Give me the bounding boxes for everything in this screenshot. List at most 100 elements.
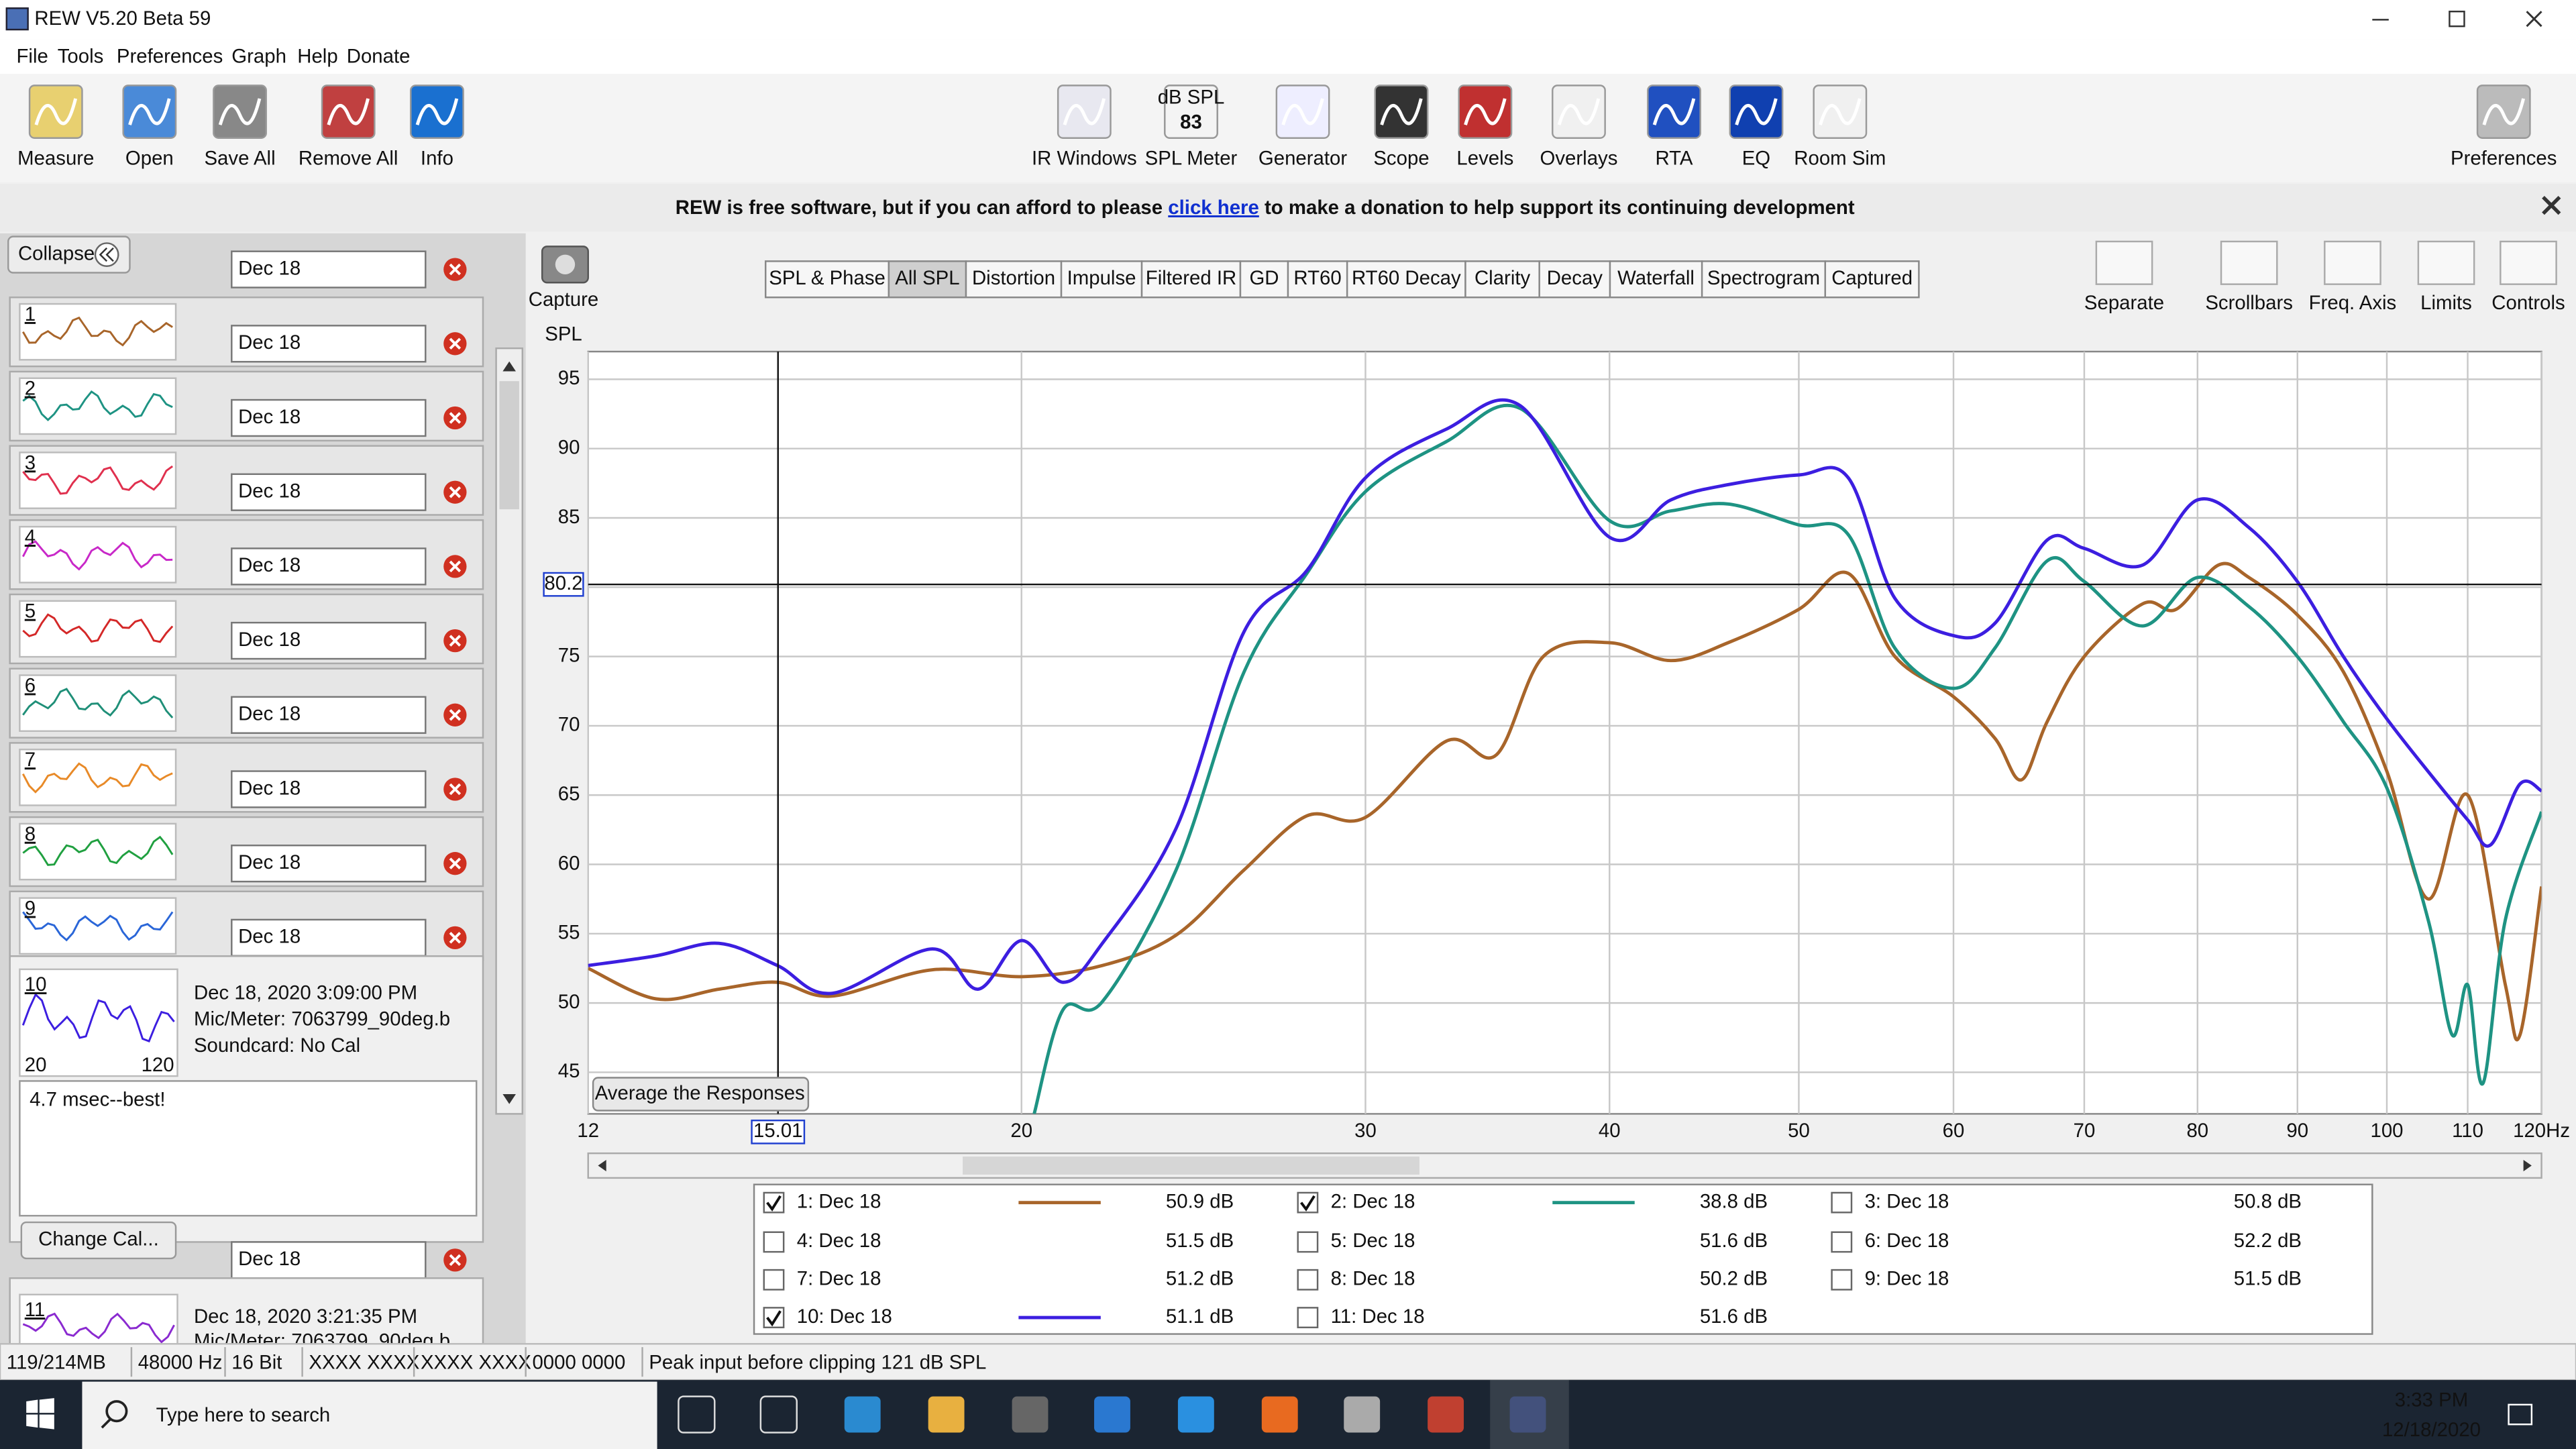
measurement-number: 2: [25, 378, 36, 400]
name-field[interactable]: [231, 398, 427, 437]
name-field[interactable]: [231, 547, 427, 586]
graph-tab[interactable]: All SPL: [888, 260, 967, 299]
graph-tab[interactable]: Spectrogram: [1701, 260, 1827, 299]
menu-item[interactable]: File: [16, 45, 48, 67]
delete-x: [449, 337, 462, 350]
toolbar-button[interactable]: Levels: [1456, 85, 1513, 169]
search-box[interactable]: [82, 1381, 657, 1449]
name-field[interactable]: [231, 770, 427, 808]
graph-tab[interactable]: Filtered IR: [1140, 260, 1242, 299]
legend-entry[interactable]: 6: Dec 18 52.2 dB: [1831, 1230, 2302, 1253]
graph-tab[interactable]: Impulse: [1060, 260, 1143, 299]
taskbar-app[interactable]: [844, 1396, 881, 1433]
average-button[interactable]: Average the Responses: [592, 1077, 810, 1112]
taskbar-app[interactable]: [1012, 1396, 1049, 1433]
toolbar-button[interactable]: RTA: [1647, 85, 1701, 169]
legend-entry[interactable]: 1: Dec 18 50.9 dB: [763, 1190, 1234, 1214]
graph-tab[interactable]: RT60 Decay: [1346, 260, 1466, 299]
menu-item[interactable]: Donate: [347, 45, 411, 67]
toolbar-button[interactable]: Scope: [1373, 85, 1430, 169]
toolbar-button[interactable]: Preferences: [2451, 85, 2557, 169]
status-item: 119/214MB: [7, 1351, 106, 1373]
name-field[interactable]: [231, 325, 427, 363]
restore[interactable]: [2449, 10, 2465, 28]
legend-label: 11: Dec 18: [1331, 1305, 1425, 1328]
icon-glyph: [218, 98, 262, 125]
menu-item[interactable]: Graph: [231, 45, 286, 67]
collapse-button[interactable]: Collapse: [7, 235, 131, 274]
status-bar: [0, 1343, 2576, 1381]
taskbar-app[interactable]: [678, 1395, 716, 1434]
start-button[interactable]: [26, 1398, 54, 1430]
legend-entry[interactable]: 10: Dec 18 51.1 dB: [763, 1305, 1234, 1328]
legend-level: 52.2 dB: [2234, 1230, 2302, 1252]
menu-item[interactable]: Preferences: [117, 45, 223, 67]
banner-close[interactable]: [2542, 195, 2561, 215]
graph-tab[interactable]: RT60: [1287, 260, 1348, 299]
graph-control[interactable]: Separate: [2084, 240, 2164, 314]
legend-level: 38.8 dB: [1700, 1190, 1768, 1212]
taskbar-app[interactable]: [1261, 1396, 1298, 1433]
toolbar-label: Remove All: [299, 147, 398, 169]
name-field[interactable]: [231, 250, 427, 288]
taskbar-app[interactable]: [1094, 1396, 1130, 1433]
thumbnail-curve: [22, 613, 174, 643]
graph-tab[interactable]: Captured: [1824, 260, 1920, 299]
name-field[interactable]: [231, 1241, 427, 1279]
taskbar-app[interactable]: [759, 1395, 798, 1434]
toolbar-button[interactable]: Info: [410, 85, 464, 169]
graph-tab[interactable]: SPL & Phase: [765, 260, 890, 299]
name-field[interactable]: [231, 621, 427, 660]
h-scrollbar[interactable]: [587, 1152, 2542, 1179]
name-field[interactable]: [231, 696, 427, 734]
toolbar-button[interactable]: Room Sim: [1794, 85, 1886, 169]
graph-tab[interactable]: Clarity: [1464, 260, 1540, 299]
toolbar-button[interactable]: Measure: [17, 85, 94, 169]
graph-tab[interactable]: Distortion: [965, 260, 1063, 299]
name-field[interactable]: [231, 473, 427, 511]
taskbar-app[interactable]: [1344, 1396, 1381, 1433]
taskbar-app[interactable]: [1509, 1396, 1546, 1433]
taskbar-app[interactable]: [1177, 1396, 1214, 1433]
icon-glyph: [327, 98, 370, 125]
graph-control[interactable]: Controls: [2491, 240, 2565, 314]
legend-entry[interactable]: 5: Dec 18 51.6 dB: [1297, 1230, 1768, 1253]
control-icon: [2500, 240, 2557, 285]
change-cal-button[interactable]: [20, 1221, 177, 1260]
toolbar-button[interactable]: EQ: [1729, 85, 1784, 169]
toolbar-label: Save All: [204, 147, 275, 169]
toolbar-button[interactable]: Save All: [204, 85, 276, 169]
notes-box[interactable]: [19, 1080, 478, 1217]
legend-entry[interactable]: 4: Dec 18 51.5 dB: [763, 1230, 1234, 1253]
menu-item[interactable]: Tools: [58, 45, 104, 67]
tab-face: [1140, 260, 1242, 299]
graph-tab[interactable]: GD: [1239, 260, 1289, 299]
tab-label: Clarity: [1474, 267, 1531, 289]
toolbar-label: RTA: [1655, 147, 1693, 169]
name-field[interactable]: [231, 845, 427, 883]
legend-entry[interactable]: 9: Dec 18 51.5 dB: [1831, 1268, 2302, 1291]
toolbar-button[interactable]: Overlays: [1540, 85, 1618, 169]
toolbar-button[interactable]: Open: [122, 85, 177, 169]
measurement-number: 5: [25, 600, 36, 623]
legend-entry[interactable]: 2: Dec 18 38.8 dB: [1297, 1190, 1768, 1214]
notifications[interactable]: [2508, 1403, 2533, 1426]
taskbar-app[interactable]: [1428, 1396, 1464, 1433]
graph-control[interactable]: Freq. Axis: [2309, 240, 2397, 314]
menu-item[interactable]: Help: [297, 45, 337, 67]
close[interactable]: [2526, 11, 2542, 28]
toolbar-button[interactable]: Generator: [1258, 85, 1347, 169]
legend-entry[interactable]: 11: Dec 18 51.6 dB: [1297, 1305, 1768, 1328]
legend-entry[interactable]: 7: Dec 18 51.2 dB: [763, 1268, 1234, 1291]
legend-entry[interactable]: 8: Dec 18 50.2 dB: [1297, 1268, 1768, 1291]
taskbar-app[interactable]: [928, 1396, 965, 1433]
graph-control[interactable]: Limits: [2417, 240, 2475, 314]
graph-tab[interactable]: Waterfall: [1609, 260, 1703, 299]
toolbar-button[interactable]: Remove All: [299, 85, 398, 169]
graph-tab[interactable]: Decay: [1538, 260, 1611, 299]
legend-entry[interactable]: 3: Dec 18 50.8 dB: [1831, 1190, 2302, 1214]
toolbar-button[interactable]: IR Windows: [1032, 85, 1137, 169]
name-field[interactable]: [231, 918, 427, 957]
banner-link[interactable]: click here: [1168, 197, 1259, 219]
graph-control[interactable]: Scrollbars: [2205, 240, 2293, 314]
